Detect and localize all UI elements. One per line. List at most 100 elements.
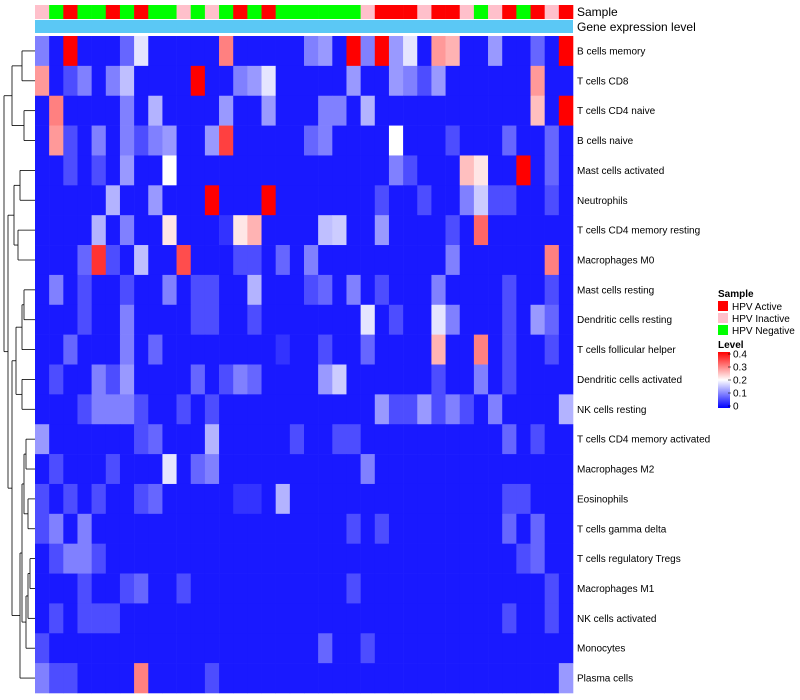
heatmap-cell xyxy=(77,454,92,485)
heatmap-cell xyxy=(233,424,248,455)
heatmap-cell xyxy=(105,424,121,455)
heatmap-cell xyxy=(473,543,489,574)
heatmap-cell xyxy=(190,394,206,425)
heatmap-cell xyxy=(360,155,376,186)
heatmap-cell xyxy=(374,573,390,604)
heatmap-cell xyxy=(388,633,404,664)
heatmap-cell xyxy=(204,573,220,604)
heatmap-cell xyxy=(502,603,517,634)
heatmap-cell xyxy=(261,573,276,604)
heatmap-cell xyxy=(388,543,404,574)
heatmap-cell xyxy=(558,185,574,216)
heatmap-cell xyxy=(247,185,262,216)
heatmap-cell xyxy=(502,633,517,664)
heatmap-cell xyxy=(35,543,50,574)
heatmap-cell xyxy=(134,334,149,365)
heatmap-cell xyxy=(360,663,376,694)
sample-annotation-cell xyxy=(346,5,361,19)
heatmap-cell xyxy=(233,454,248,485)
heatmap-cell xyxy=(530,513,545,544)
heatmap-cell xyxy=(176,603,192,634)
heatmap-cell xyxy=(134,543,149,574)
heatmap-cell xyxy=(119,394,135,425)
heatmap-cell xyxy=(473,424,489,455)
heatmap-cell xyxy=(374,65,390,97)
heatmap-cell xyxy=(360,603,376,634)
heatmap-cell xyxy=(275,394,291,425)
heatmap-cell xyxy=(275,513,291,544)
heatmap-cell xyxy=(77,65,92,97)
heatmap-cell xyxy=(233,125,248,156)
heatmap-cell xyxy=(275,245,291,276)
heatmap-cell xyxy=(360,65,376,97)
sample-annotation-cell xyxy=(162,5,177,19)
heatmap-cell xyxy=(233,633,248,664)
heatmap-cell xyxy=(530,454,545,485)
heatmap-cell xyxy=(275,155,291,186)
heatmap-cell xyxy=(148,274,163,306)
sample-annotation-cell xyxy=(516,5,531,19)
heatmap-cell xyxy=(332,155,347,186)
heatmap-cell xyxy=(35,394,50,425)
heatmap-cell xyxy=(77,424,92,455)
heatmap-cell xyxy=(516,65,531,97)
heatmap-cell xyxy=(558,36,574,67)
heatmap-cell xyxy=(35,334,50,365)
heatmap-cell xyxy=(516,185,531,216)
heatmap-cell xyxy=(77,215,92,246)
heatmap-cell xyxy=(49,513,64,544)
heatmap-cell xyxy=(261,215,276,246)
sample-annotation-bar xyxy=(35,5,574,19)
heatmap-cell xyxy=(431,513,446,544)
heatmap-cell xyxy=(360,424,376,455)
heatmap-cell xyxy=(374,603,390,634)
heatmap-cell xyxy=(360,334,376,365)
heatmap-cell xyxy=(247,483,262,515)
heatmap-cell xyxy=(544,215,560,246)
heatmap-cell xyxy=(445,633,461,664)
sample-annotation-cell xyxy=(374,5,390,19)
heatmap-cell xyxy=(558,245,574,276)
sample-annotation-cell xyxy=(134,5,149,19)
heatmap-cell xyxy=(388,155,404,186)
heatmap-cell xyxy=(176,185,192,216)
heatmap-cell xyxy=(516,155,531,186)
heatmap-cell xyxy=(261,274,276,306)
row-label: T cells CD4 memory activated xyxy=(577,435,710,446)
heatmap-cell xyxy=(105,513,121,544)
heatmap-cell xyxy=(459,573,475,604)
heatmap-cell xyxy=(275,633,291,664)
heatmap-cell xyxy=(473,454,489,485)
sample-annotation-cell xyxy=(176,5,192,19)
heatmap-cell xyxy=(502,454,517,485)
heatmap-cell xyxy=(431,155,446,186)
heatmap-cell xyxy=(219,573,234,604)
heatmap-cell xyxy=(247,663,262,694)
heatmap-cell xyxy=(502,663,517,694)
heatmap-cell xyxy=(176,364,192,395)
heatmap-cell xyxy=(119,633,135,664)
heatmap-cell xyxy=(558,603,574,634)
heatmap-cell xyxy=(431,334,446,365)
heatmap-cell xyxy=(105,65,121,97)
sample-annotation-cell xyxy=(417,5,432,19)
heatmap-cell xyxy=(318,394,333,425)
heatmap-cell xyxy=(459,394,475,425)
heatmap-cell xyxy=(219,95,234,126)
heatmap-cell xyxy=(346,245,361,276)
heatmap-cell xyxy=(445,95,461,126)
heatmap-cell xyxy=(63,454,78,485)
heatmap-cell xyxy=(473,603,489,634)
heatmap-cell xyxy=(558,424,574,455)
heatmap-cell xyxy=(77,125,92,156)
heatmap-cell xyxy=(417,334,432,365)
heatmap-cell xyxy=(473,125,489,156)
row-label: Eosinophils xyxy=(577,494,628,505)
heatmap-cell xyxy=(49,155,64,186)
heatmap-cell xyxy=(219,513,234,544)
heatmap-cell xyxy=(374,513,390,544)
heatmap-cell xyxy=(134,454,149,485)
heatmap-cell xyxy=(502,65,517,97)
heatmap-cell xyxy=(119,36,135,67)
heatmap-cell xyxy=(459,633,475,664)
